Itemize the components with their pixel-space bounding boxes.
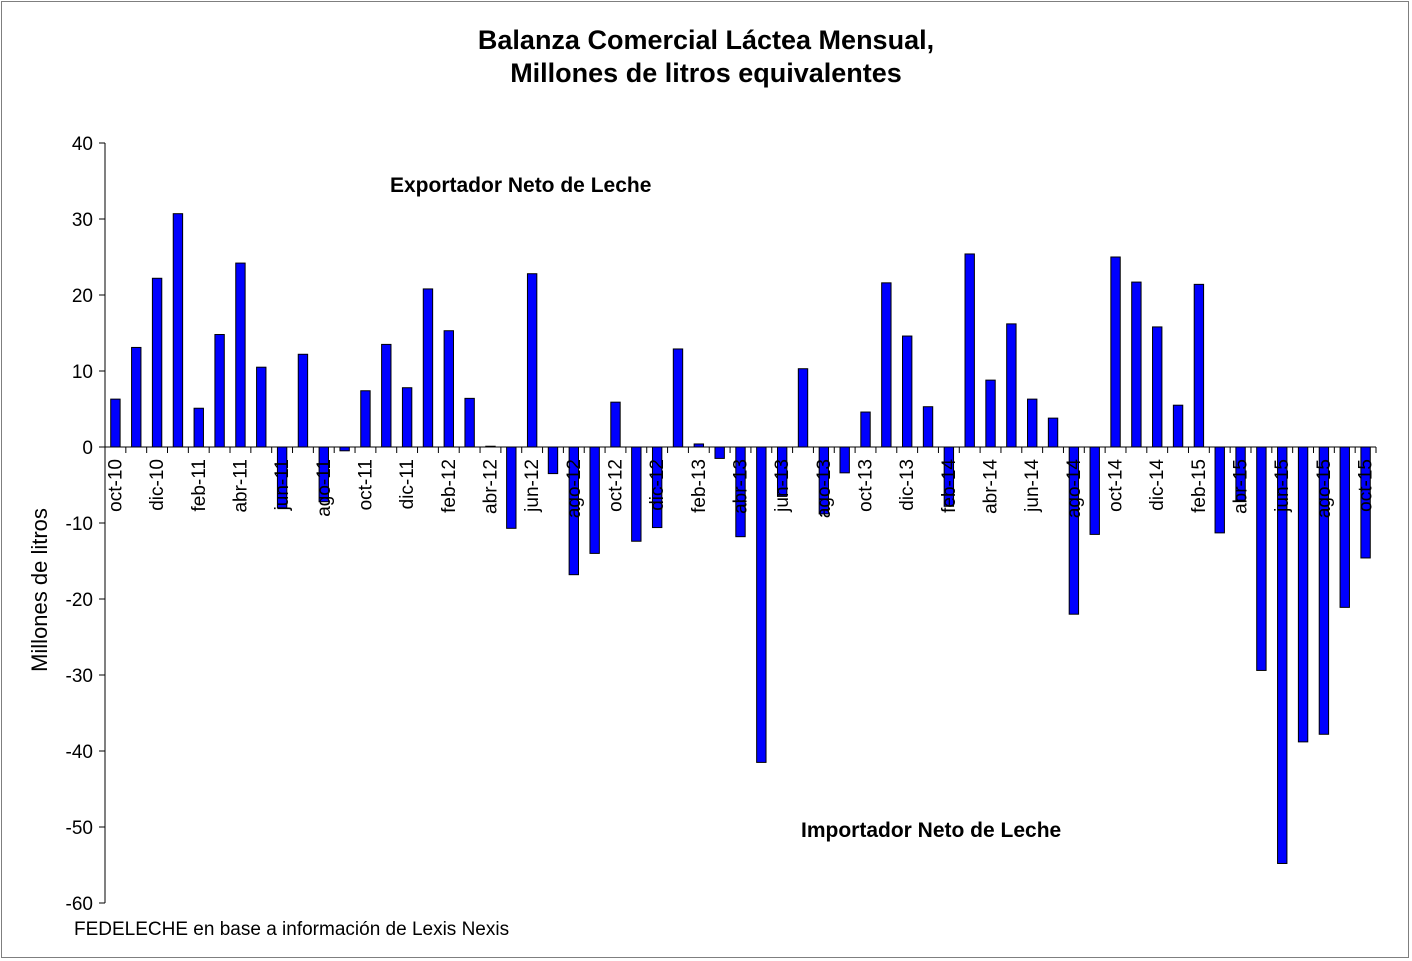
y-tick-label: 30 <box>72 210 93 231</box>
x-tick-label: dic-13 <box>897 459 918 511</box>
y-tick-label: 20 <box>72 286 93 307</box>
x-tick-label: ago-15 <box>1314 459 1335 518</box>
bar-abr-14 <box>985 379 996 448</box>
x-tick-label: dic-14 <box>1147 459 1168 511</box>
bar-nov-11 <box>381 343 392 448</box>
bar-jul-14 <box>1047 417 1059 448</box>
bar-dic-11 <box>401 387 413 448</box>
x-tick-label: dic-11 <box>397 459 418 509</box>
x-tick-label: oct-15 <box>1356 459 1377 512</box>
chart-title-line-2: Millones de litros equivalentes <box>510 58 902 88</box>
x-tick-label: dic-10 <box>147 459 168 511</box>
annotation-importador: Importador Neto de Leche <box>801 819 1062 842</box>
bar-feb-11 <box>193 407 204 448</box>
bar-may-13 <box>756 446 767 763</box>
bar-may-15 <box>1256 446 1267 671</box>
y-tick-label: -40 <box>66 742 93 763</box>
x-tick-label: oct-14 <box>1106 459 1127 512</box>
x-tick-label: feb-13 <box>689 459 710 513</box>
bar-abr-11 <box>235 262 246 448</box>
x-tick-label: feb-11 <box>189 459 210 511</box>
bar-dic-14 <box>1152 326 1163 448</box>
annotation-exportador: Exportador Neto de Leche <box>390 174 652 197</box>
bar-dic-10 <box>151 277 163 448</box>
bar-ene-13 <box>672 348 684 448</box>
bar-nov-12 <box>631 446 642 542</box>
bar-jul-12 <box>547 446 559 475</box>
bar-sep-15 <box>1339 446 1350 608</box>
bar-feb-15 <box>1193 283 1205 448</box>
bar-sep-11 <box>339 446 350 452</box>
x-tick-label: jun-11 <box>272 459 293 511</box>
bar-nov-10 <box>131 346 142 448</box>
x-tick-label: oct-10 <box>105 459 126 512</box>
x-tick-label: feb-14 <box>939 459 960 513</box>
x-tick-label: jun-12 <box>522 459 543 513</box>
x-tick-label: ago-13 <box>814 459 835 518</box>
bar-mar-15 <box>1214 446 1225 534</box>
y-tick-label: -50 <box>66 818 93 839</box>
x-tick-label: jun-14 <box>1022 459 1043 513</box>
bar-mar-13 <box>714 446 725 459</box>
bar-jun-14 <box>1027 398 1038 448</box>
bar-ene-12 <box>422 288 434 448</box>
x-tick-label: oct-11 <box>355 459 376 510</box>
bar-series <box>110 213 1371 864</box>
bar-nov-14 <box>1131 281 1142 448</box>
y-tick-label: -20 <box>66 590 93 611</box>
chart-title: Balanza Comercial Láctea Mensual, Millon… <box>0 24 1412 90</box>
bar-nov-13 <box>881 282 892 448</box>
x-tick-label: abr-14 <box>981 459 1002 514</box>
bar-oct-12 <box>610 401 621 448</box>
y-tick-label: 40 <box>72 134 93 155</box>
bar-mar-14 <box>964 253 975 448</box>
x-tick-label: ago-11 <box>314 459 335 517</box>
x-tick-label: ago-12 <box>564 459 585 518</box>
x-tick-label: abr-15 <box>1231 459 1252 514</box>
y-tick-label: 10 <box>72 362 93 383</box>
bar-mar-11 <box>214 334 225 448</box>
bar-dic-13 <box>902 335 913 448</box>
bar-feb-12 <box>443 330 454 448</box>
x-tick-label: oct-13 <box>856 459 877 512</box>
y-tick-label: -60 <box>66 894 93 915</box>
y-tick-label: -30 <box>66 666 93 687</box>
y-tick-label: -10 <box>66 514 93 535</box>
x-tick-label: jun-13 <box>772 459 793 513</box>
x-tick-label: feb-15 <box>1189 459 1210 513</box>
bar-oct-14 <box>1110 256 1121 448</box>
x-tick-label: abr-13 <box>731 459 752 514</box>
x-tick-label: jun-15 <box>1272 459 1293 513</box>
x-tick-label: feb-12 <box>439 459 460 513</box>
bar-sep-14 <box>1089 446 1100 535</box>
source-note: FEDELECHE en base a información de Lexis… <box>74 919 510 940</box>
bar-jul-13 <box>797 368 809 448</box>
chart-title-line-1: Balanza Comercial Láctea Mensual, <box>477 25 935 55</box>
bar-ene-11 <box>172 213 184 448</box>
bar-ene-14 <box>922 406 934 448</box>
bar-sep-13 <box>839 446 850 474</box>
bar-jul-11 <box>297 353 309 448</box>
bar-oct-11 <box>360 390 371 448</box>
bar-jun-12 <box>526 273 538 448</box>
bar-ene-15 <box>1172 404 1184 448</box>
x-tick-label: dic-12 <box>647 459 668 511</box>
chart-axes: 40 30 20 10 0 -10 -20 -30 -40 -50 -60 <box>66 134 1377 915</box>
x-tick-label: ago-14 <box>1064 459 1085 519</box>
x-tick-label: oct-12 <box>605 459 626 512</box>
x-tick-label: abr-11 <box>230 459 251 513</box>
bar-sep-12 <box>589 446 600 554</box>
bar-mar-12 <box>464 397 475 448</box>
y-tick-label: 0 <box>82 438 93 459</box>
bar-oct-13 <box>860 411 871 448</box>
x-tick-labels: oct-10 dic-10 feb-11 abr-11 jun-11 ago-11 oct-… <box>105 459 1376 519</box>
bar-jul-15 <box>1297 446 1309 743</box>
bar-may-14 <box>1006 323 1017 448</box>
bar-oct-10 <box>110 398 121 448</box>
bar-may-12 <box>506 446 517 529</box>
x-tick-label: abr-12 <box>480 459 501 514</box>
bar-may-11 <box>256 366 267 448</box>
